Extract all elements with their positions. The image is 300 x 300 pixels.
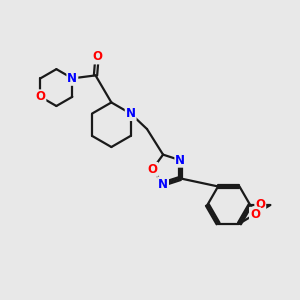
Text: O: O bbox=[92, 50, 102, 64]
Text: N: N bbox=[67, 72, 77, 85]
Text: O: O bbox=[147, 163, 158, 176]
Text: N: N bbox=[158, 178, 168, 190]
Text: N: N bbox=[175, 154, 185, 167]
Text: O: O bbox=[255, 199, 265, 212]
Text: O: O bbox=[250, 208, 260, 221]
Text: O: O bbox=[35, 90, 45, 103]
Text: N: N bbox=[126, 107, 136, 120]
